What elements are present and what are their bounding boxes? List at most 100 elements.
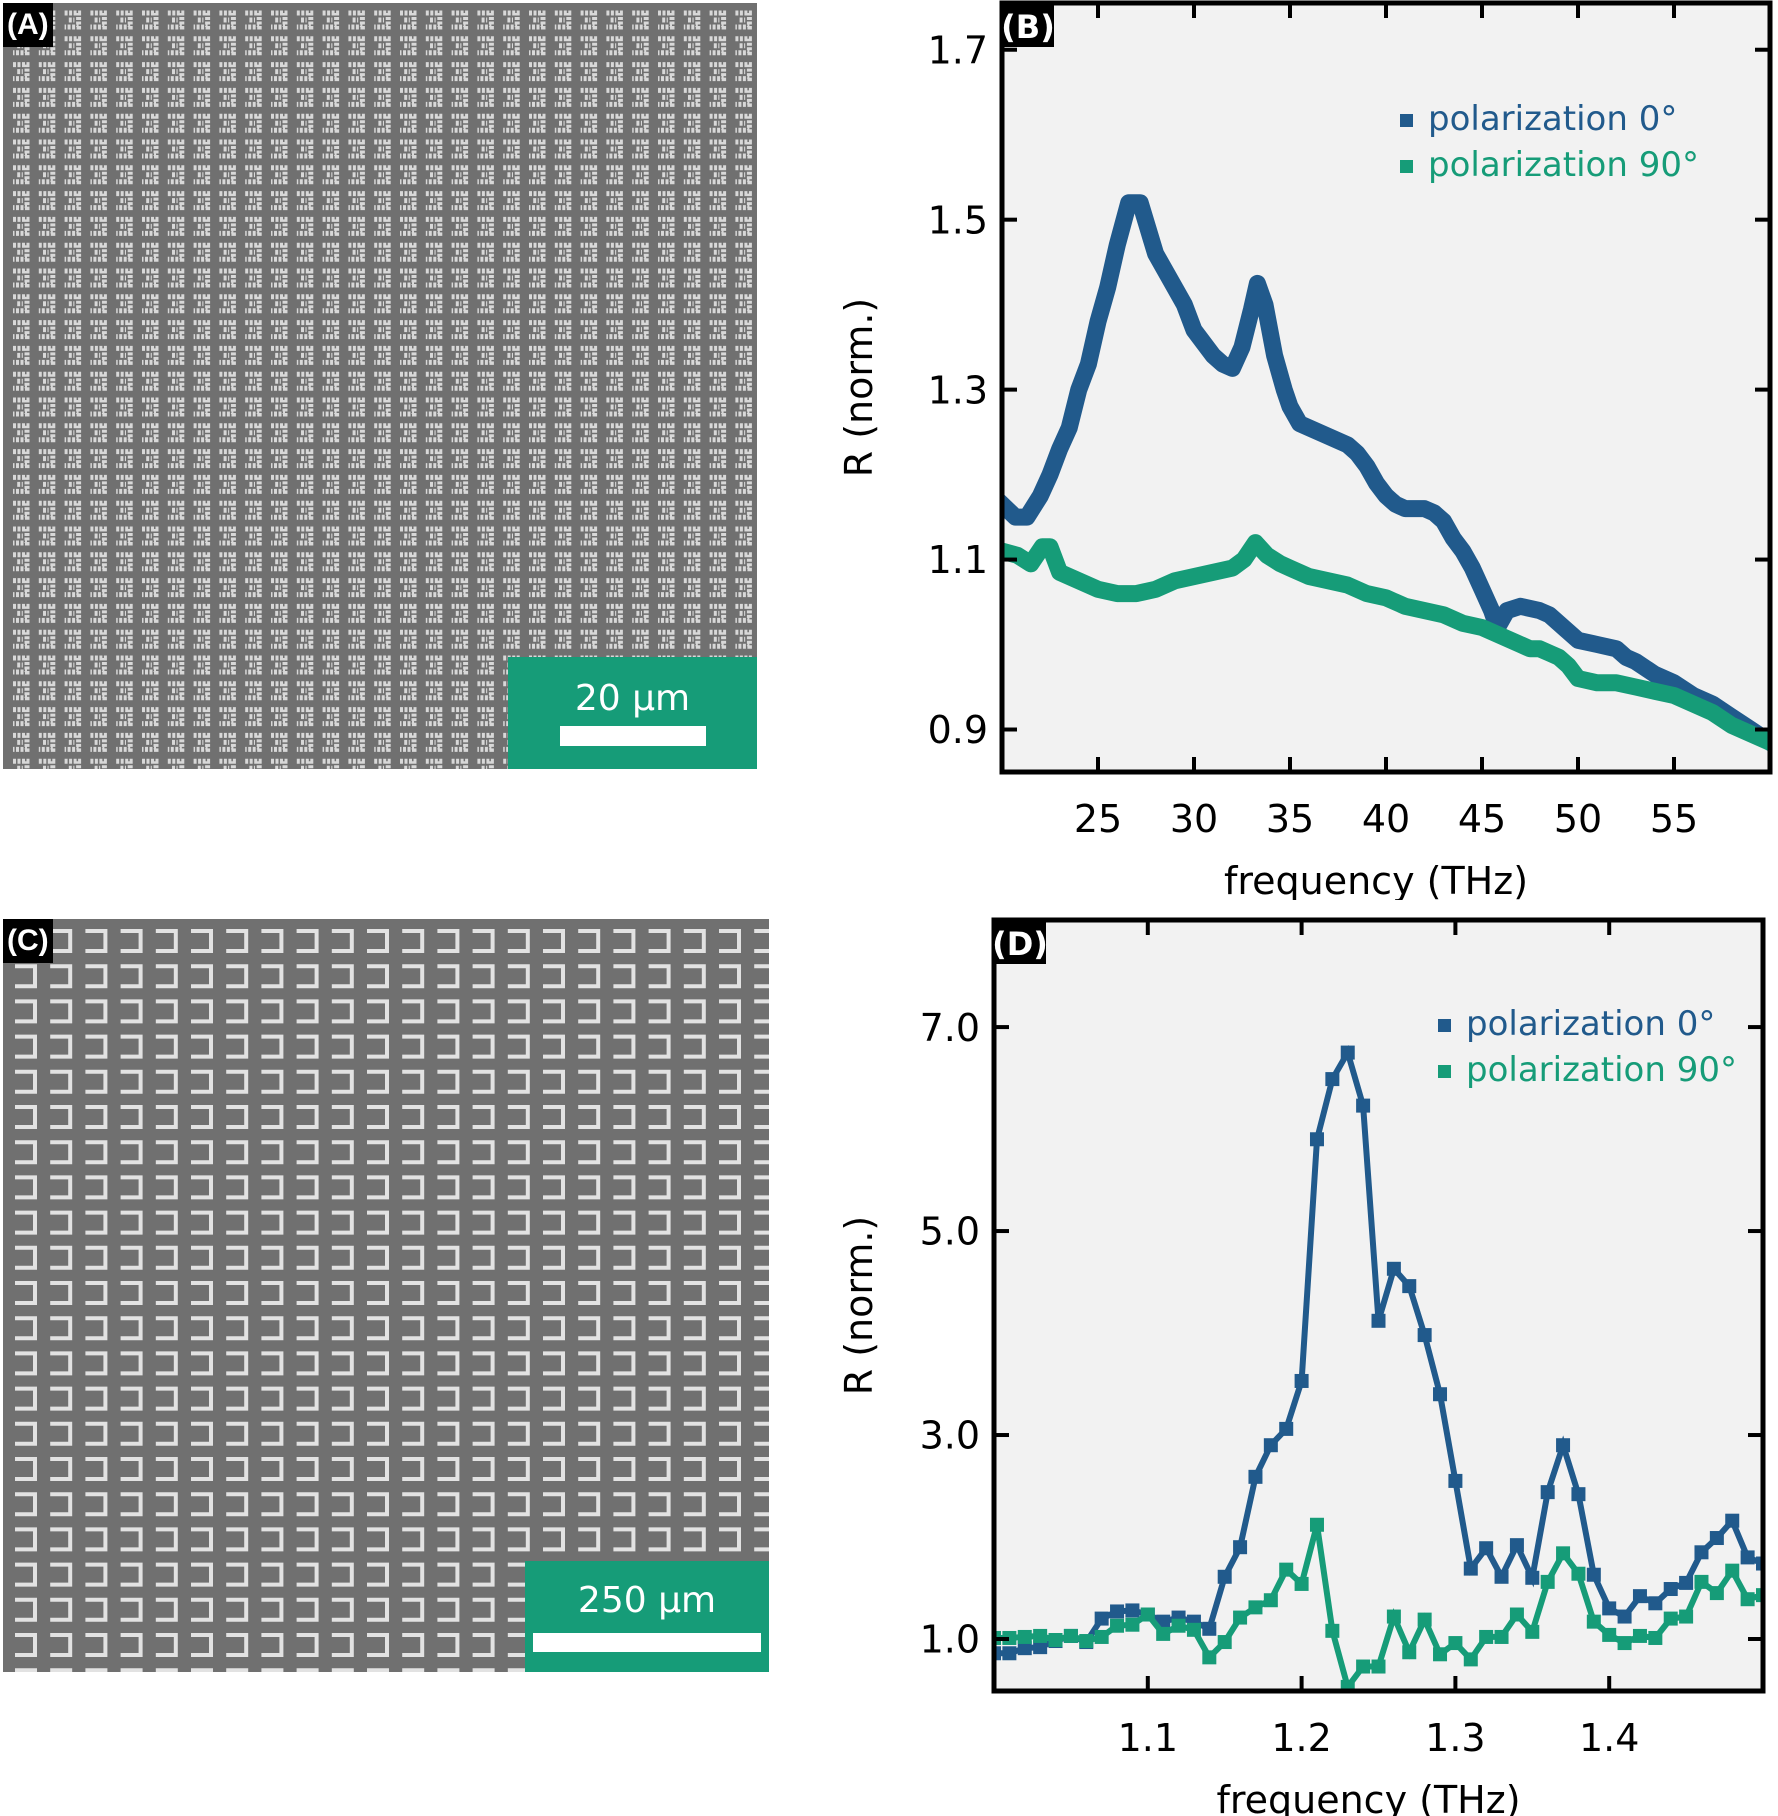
split-ring-resonator [193, 294, 211, 314]
split-ring-resonator [400, 681, 417, 701]
split-ring-resonator [606, 526, 623, 546]
split-ring-resonator [271, 268, 288, 288]
split-ring-resonator [543, 1105, 565, 1129]
split-ring-resonator [400, 345, 417, 365]
split-ring-resonator [193, 758, 211, 769]
split-ring-resonator [554, 294, 572, 314]
split-ring-resonator [683, 216, 701, 236]
data-point [1402, 1279, 1417, 1294]
split-ring-resonator [554, 423, 572, 443]
split-ring-resonator [709, 474, 727, 494]
split-ring-resonator [709, 113, 727, 133]
split-ring-resonator [425, 242, 443, 262]
data-point [1294, 1576, 1309, 1591]
split-ring-resonator [472, 1245, 495, 1270]
split-ring-resonator [735, 191, 752, 211]
split-ring-resonator [64, 578, 82, 598]
split-ring-resonator [85, 1175, 108, 1200]
split-ring-resonator [142, 474, 159, 494]
split-ring-resonator [529, 397, 546, 417]
split-ring-resonator [648, 999, 671, 1024]
split-ring-resonator [50, 1316, 73, 1341]
split-ring-resonator [64, 681, 82, 701]
series-pol0 [994, 1045, 1763, 1661]
split-ring-resonator [85, 1492, 108, 1517]
split-ring-resonator [322, 268, 340, 288]
split-ring-resonator [658, 216, 675, 236]
split-ring-resonator [13, 345, 30, 365]
split-ring-resonator [296, 1457, 319, 1481]
split-ring-resonator [193, 113, 211, 133]
split-ring-resonator [606, 165, 623, 185]
split-ring-resonator [348, 500, 365, 520]
split-ring-resonator [400, 707, 417, 727]
split-ring-resonator [155, 1527, 178, 1552]
split-ring-resonator [425, 681, 443, 701]
data-point [1309, 1517, 1324, 1532]
split-ring-resonator [648, 1421, 671, 1446]
data-point [1479, 1541, 1494, 1556]
split-ring-resonator [648, 929, 671, 953]
split-ring-resonator [322, 552, 340, 572]
split-ring-resonator [245, 603, 262, 623]
split-ring-resonator [38, 603, 56, 623]
split-ring-resonator [400, 526, 417, 546]
split-ring-resonator [648, 1245, 671, 1270]
split-ring-resonator [437, 999, 460, 1024]
split-ring-resonator [193, 681, 211, 701]
split-ring-resonator [451, 294, 469, 314]
split-ring-resonator [261, 999, 284, 1024]
data-point [1263, 1438, 1278, 1453]
data-point [1494, 1569, 1509, 1584]
split-ring-resonator [38, 87, 56, 107]
x-tick-label: 45 [1458, 797, 1506, 841]
split-ring-resonator [402, 1351, 425, 1376]
split-ring-resonator [38, 681, 56, 701]
split-ring-resonator [64, 758, 82, 769]
data-point [1571, 1487, 1586, 1502]
split-ring-resonator [613, 999, 636, 1024]
split-ring-resonator [142, 629, 159, 649]
split-ring-resonator [38, 732, 56, 752]
split-ring-resonator [120, 999, 143, 1024]
split-ring-resonator [120, 1105, 143, 1129]
data-point [1233, 1540, 1248, 1555]
split-ring-resonator [400, 113, 417, 133]
split-ring-resonator [477, 268, 494, 288]
split-ring-resonator [191, 1316, 213, 1341]
split-ring-resonator [15, 964, 37, 989]
data-point [1002, 1646, 1017, 1661]
split-ring-resonator [296, 732, 314, 752]
panel-label: (B) [1001, 3, 1055, 47]
split-ring-resonator [451, 449, 469, 469]
y-tick-label: 3.0 [920, 1414, 980, 1458]
split-ring-resonator [13, 294, 30, 314]
split-ring-resonator [116, 474, 133, 494]
split-ring-resonator [296, 36, 314, 56]
split-ring-resonator [13, 526, 30, 546]
data-point [1663, 1582, 1678, 1597]
split-ring-resonator [142, 371, 159, 391]
split-ring-resonator [90, 449, 107, 469]
split-ring-resonator [120, 1210, 143, 1235]
split-ring-resonator [709, 423, 727, 443]
split-ring-resonator [348, 113, 365, 133]
split-ring-resonator [15, 1633, 37, 1657]
split-ring-resonator [142, 526, 159, 546]
split-ring-resonator [193, 423, 211, 443]
split-ring-resonator [64, 191, 82, 211]
split-ring-resonator [683, 294, 701, 314]
split-ring-resonator [271, 10, 288, 30]
scale-bar-line-c [533, 1633, 761, 1652]
split-ring-resonator [719, 1140, 741, 1165]
split-ring-resonator [50, 1527, 73, 1552]
split-ring-resonator [219, 36, 236, 56]
split-ring-resonator [85, 1210, 108, 1235]
split-ring-resonator [38, 655, 56, 675]
split-ring-resonator [613, 1175, 636, 1200]
split-ring-resonator [348, 707, 365, 727]
data-point [1340, 1045, 1355, 1060]
split-ring-resonator [142, 655, 159, 675]
split-ring-resonator [507, 1316, 530, 1341]
split-ring-resonator [322, 320, 340, 340]
